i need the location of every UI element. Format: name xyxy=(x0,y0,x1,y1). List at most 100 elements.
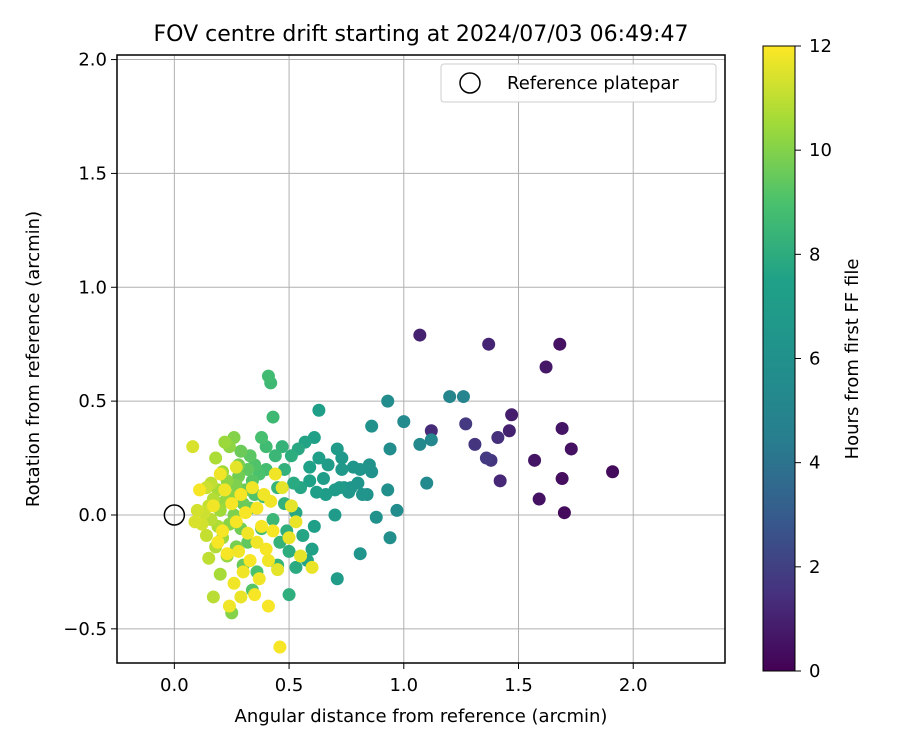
scatter-point xyxy=(243,554,257,568)
scatter-point xyxy=(459,417,473,431)
x-tick-label: 2.0 xyxy=(619,675,648,696)
scatter-point xyxy=(381,394,395,408)
scatter-point xyxy=(606,465,620,479)
scatter-point xyxy=(539,360,553,374)
scatter-point xyxy=(266,513,280,527)
scatter-point xyxy=(227,576,241,590)
y-tick-label: 0.0 xyxy=(78,505,107,526)
scatter-point xyxy=(312,451,326,465)
x-tick-label: 1.5 xyxy=(504,675,533,696)
scatter-point xyxy=(287,476,301,490)
scatter-point xyxy=(218,435,232,449)
scatter-point xyxy=(190,503,204,517)
scatter-point xyxy=(211,535,225,549)
scatter-point xyxy=(555,472,569,486)
scatter-point xyxy=(252,572,266,586)
scatter-point xyxy=(282,588,296,602)
scatter-point xyxy=(234,444,248,458)
scatter-point xyxy=(468,437,482,451)
scatter-points xyxy=(163,328,620,654)
scatter-point xyxy=(553,337,567,351)
scatter-point xyxy=(186,440,200,454)
scatter-point xyxy=(188,515,202,529)
legend-box xyxy=(440,63,717,103)
colorbar-tick-label: 2 xyxy=(809,557,820,578)
y-tick-label: −0.5 xyxy=(63,619,107,640)
scatter-point xyxy=(424,433,438,447)
x-tick-label: 1.0 xyxy=(389,675,418,696)
scatter-point xyxy=(397,415,411,429)
y-tick-label: 1.0 xyxy=(78,277,107,298)
scatter-point xyxy=(257,487,271,501)
x-axis-label: Angular distance from reference (arcmin) xyxy=(235,706,608,727)
scatter-point xyxy=(305,560,319,574)
scatter-point xyxy=(282,531,296,545)
x-axis-ticks: 0.0 0.5 1.0 1.5 2.0 xyxy=(160,663,648,696)
scatter-point xyxy=(273,640,287,654)
scatter-point xyxy=(557,506,571,520)
scatter-point xyxy=(216,524,230,538)
scatter-point xyxy=(303,474,317,488)
scatter-point xyxy=(307,519,321,533)
scatter-point xyxy=(261,599,275,613)
scatter-point xyxy=(275,440,289,454)
scatter-point xyxy=(236,565,250,579)
scatter-point xyxy=(255,431,269,445)
colorbar-tick-label: 8 xyxy=(809,244,820,265)
scatter-point xyxy=(229,515,243,529)
scatter-point xyxy=(261,554,275,568)
scatter-point xyxy=(555,421,569,435)
scatter-point xyxy=(222,599,236,613)
scatter-point xyxy=(271,563,285,577)
scatter-point xyxy=(206,499,220,513)
scatter-point xyxy=(532,492,546,506)
scatter-point xyxy=(220,547,234,561)
y-tick-label: 1.5 xyxy=(78,163,107,184)
scatter-point xyxy=(255,519,269,533)
legend: Reference platepar xyxy=(440,63,717,103)
scatter-point xyxy=(275,481,289,495)
scatter-point xyxy=(259,542,273,556)
scatter-point xyxy=(250,501,264,515)
y-tick-label: 2.0 xyxy=(78,50,107,71)
scatter-point xyxy=(225,497,239,511)
scatter-point xyxy=(241,535,255,549)
scatter-point xyxy=(420,476,434,490)
scatter-point xyxy=(296,528,310,542)
scatter-point xyxy=(353,547,367,561)
scatter-point xyxy=(383,442,397,456)
scatter-point xyxy=(355,487,369,501)
scatter-point xyxy=(456,390,470,404)
reference-platepar-marker xyxy=(163,504,186,526)
colorbar-tick-label: 4 xyxy=(809,453,820,474)
colorbar-label: Hours from first FF file xyxy=(842,259,863,460)
scatter-point xyxy=(328,508,342,522)
scatter-point xyxy=(383,531,397,545)
scatter-point xyxy=(502,424,516,438)
colorbar-ticks: 0 2 4 6 8 10 12 xyxy=(795,36,832,682)
scatter-point xyxy=(266,410,280,424)
scatter-point xyxy=(289,515,303,529)
scatter-point xyxy=(232,544,246,558)
scatter-point xyxy=(248,588,262,602)
scatter-point xyxy=(482,337,496,351)
chart-title: FOV centre drift starting at 2024/07/03 … xyxy=(154,22,689,47)
scatter-point xyxy=(284,499,298,513)
scatter-point xyxy=(413,437,427,451)
scatter-point xyxy=(491,431,505,445)
scatter-point xyxy=(193,483,207,497)
scatter-point xyxy=(346,460,360,474)
colorbar-tick-label: 12 xyxy=(809,36,832,57)
scatter-point xyxy=(234,590,248,604)
scatter-point xyxy=(241,526,255,540)
scatter-point xyxy=(213,467,227,481)
scatter-point xyxy=(330,572,344,586)
scatter-point xyxy=(505,408,519,422)
colorbar-tick-label: 0 xyxy=(809,661,820,682)
scatter-point xyxy=(564,442,578,456)
scatter-point xyxy=(238,506,252,520)
y-axis-label: Rotation from reference (arcmin) xyxy=(23,211,44,507)
scatter-point xyxy=(321,458,335,472)
scatter-point xyxy=(206,590,220,604)
scatter-point xyxy=(282,544,296,558)
